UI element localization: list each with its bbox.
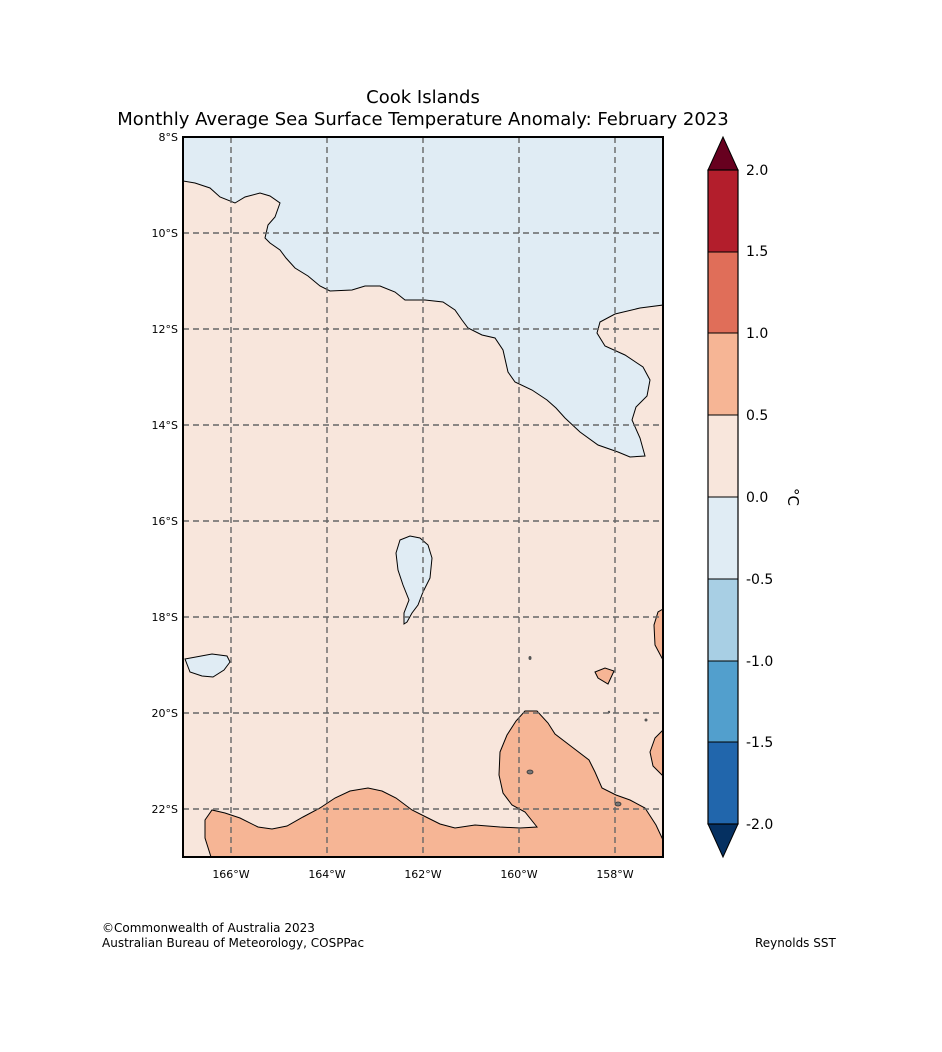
colorbar-segment (708, 661, 738, 742)
positive-anomaly-patch-east-3 (594, 667, 615, 685)
map-frame (182, 136, 664, 858)
lat-label: 10°S (152, 227, 178, 240)
colorbar-segment (708, 170, 738, 252)
negative-anomaly-region-west (184, 653, 231, 678)
dataset-label: Reynolds SST (755, 936, 836, 950)
colorbar-tick: 2.0 (746, 163, 768, 179)
lat-label: 18°S (152, 611, 178, 624)
colorbar (707, 135, 739, 859)
gridlines (183, 137, 663, 857)
lon-label: 166°W (212, 868, 249, 881)
agency-text: Australian Bureau of Meteorology, COSPPa… (102, 936, 365, 950)
colorbar-tick: 0.5 (746, 408, 768, 424)
copyright-text: ©Commonwealth of Australia 2023 (102, 921, 315, 935)
colorbar-segment (708, 579, 738, 661)
colorbar-tick: 0.0 (746, 490, 768, 506)
colorbar-tick: -2.0 (746, 817, 773, 833)
colorbar-tick: -0.5 (746, 572, 773, 588)
colorbar-tick: -1.0 (746, 654, 773, 670)
map-subtitle: Monthly Average Sea Surface Temperature … (117, 109, 729, 130)
map-title: Cook Islands (366, 87, 480, 108)
lon-label: 160°W (500, 868, 537, 881)
lon-label: 162°W (404, 868, 441, 881)
lat-label: 14°S (152, 419, 178, 432)
lon-label: 158°W (596, 868, 633, 881)
colorbar-segment (708, 742, 738, 824)
lat-label: 8°S (159, 131, 178, 144)
lat-label: 22°S (152, 803, 178, 816)
colorbar-segment (708, 497, 738, 579)
colorbar-unit-label: °C (784, 488, 802, 506)
colorbar-segment (708, 252, 738, 333)
colorbar-segment (708, 415, 738, 497)
island-marker (614, 801, 622, 807)
colorbar-tick-labels: 2.0 1.5 1.0 0.5 0.0 -0.5 -1.0 -1.5 -2.0 (746, 163, 773, 833)
lat-label: 12°S (152, 323, 178, 336)
colorbar-under-triangle (707, 823, 739, 859)
island-marker (528, 656, 532, 660)
positive-anomaly-region-south (204, 710, 664, 858)
colorbar-over-triangle (707, 135, 739, 171)
colorbar-segment (708, 333, 738, 415)
lon-label: 164°W (308, 868, 345, 881)
lat-label: 16°S (152, 515, 178, 528)
colorbar-tick: -1.5 (746, 735, 773, 751)
latitude-labels: 8°S 10°S 12°S 14°S 16°S 18°S 20°S 22°S (152, 131, 178, 816)
colorbar-tick: 1.5 (746, 244, 768, 260)
island-marker (644, 718, 648, 722)
lat-label: 20°S (152, 707, 178, 720)
colorbar-tick: 1.0 (746, 326, 768, 342)
island-marker (526, 769, 534, 775)
longitude-labels: 166°W 164°W 162°W 160°W 158°W (212, 868, 633, 881)
